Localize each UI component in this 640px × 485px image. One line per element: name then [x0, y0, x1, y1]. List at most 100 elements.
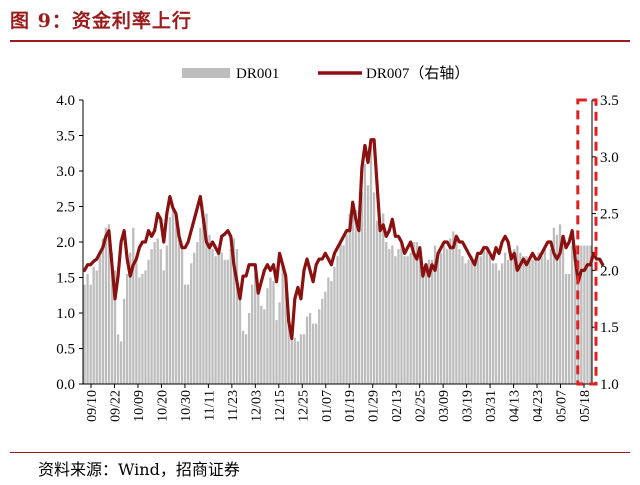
dr001-bar [382, 213, 385, 384]
dr001-bar [577, 249, 580, 384]
dr001-bar [217, 252, 220, 384]
dr001-bar [546, 259, 549, 384]
dr001-bar [452, 231, 455, 384]
x-tick-label: 05/18 [578, 390, 593, 422]
dr001-bar [528, 259, 531, 384]
dr001-bar [186, 284, 190, 384]
dr001-bar [436, 252, 440, 384]
left-tick-label: 0.0 [56, 377, 75, 393]
dr001-bar [379, 231, 382, 384]
dr001-bar [199, 227, 202, 384]
x-tick-label: 03/31 [484, 390, 499, 422]
x-tick-label: 11/11 [202, 390, 217, 421]
dr001-bar [269, 277, 272, 384]
dr001-bar [168, 217, 172, 384]
dr001-bar [180, 249, 184, 384]
dr001-bar [174, 213, 178, 384]
dr001-bar [366, 185, 370, 384]
dr001-bar [391, 245, 394, 384]
legend-label-dr001: DR001 [236, 66, 279, 82]
x-tick-label: 12/25 [296, 390, 311, 422]
dr001-bar [290, 334, 293, 384]
dr001-bar [229, 249, 232, 384]
dr001-bar [92, 266, 95, 384]
dr001-bar [247, 313, 251, 384]
left-tick-label: 0.5 [56, 342, 75, 358]
dr001-bar [342, 245, 345, 384]
dr001-bar [571, 245, 574, 384]
dr001-bar [418, 249, 421, 384]
dr001-bar [126, 273, 129, 384]
dr001-bar [324, 291, 327, 384]
dr001-bar [534, 256, 537, 384]
dr001-bars [83, 146, 592, 384]
x-tick-label: 03/09 [437, 390, 452, 422]
dr001-bar [135, 256, 138, 384]
dr001-bar [177, 227, 181, 384]
dr001-bar [333, 266, 336, 384]
dr001-bar [439, 252, 443, 384]
right-tick-label: 1.5 [600, 320, 619, 336]
dr001-bar [345, 234, 348, 384]
dr007-line [82, 138, 605, 341]
dr001-bar [183, 284, 187, 384]
dr001-bar [113, 270, 117, 384]
dr001-bar [122, 298, 126, 384]
dr001-bar [516, 245, 519, 384]
dr001-bar [537, 252, 540, 384]
dr001-bar [549, 249, 553, 384]
dr001-bar [531, 259, 534, 384]
axes: 0.0 0.5 1.0 1.5 2.0 2.5 3.0 3.5 4.0 1.0 1.5 2.0 2.5 3… [56, 93, 619, 422]
x-tick-label: 05/07 [555, 390, 570, 422]
dr001-bar [339, 242, 342, 384]
dr001-bar [446, 249, 449, 384]
dr001-bar [260, 305, 263, 384]
dr001-bar [403, 256, 406, 384]
left-tick-label: 3.0 [56, 164, 75, 180]
dr001-bar [476, 252, 479, 384]
dr001-bar [482, 245, 485, 384]
dr001-bar [235, 249, 239, 384]
dr001-bar [116, 334, 120, 384]
dr001-bar [132, 227, 135, 384]
dr001-bar [202, 217, 205, 384]
dr001-bar [244, 334, 248, 384]
dr001-bar [104, 227, 108, 384]
dr001-bar [458, 249, 461, 384]
dr001-bar [95, 270, 98, 384]
dr001-bar [153, 242, 156, 384]
dr001-bar [110, 252, 114, 384]
dr001-bar [318, 309, 321, 384]
dr001-bar [500, 263, 504, 384]
dr001-bar [394, 256, 397, 384]
dr001-bar [491, 263, 495, 384]
dr001-bar [238, 291, 242, 384]
dr001-bar [162, 270, 165, 384]
dr001-bar [190, 263, 193, 384]
dr001-bar [257, 291, 260, 384]
dr001-bar [424, 263, 428, 384]
chart: DR001 DR007（右轴） 0.0 0.5 1.0 1.5 2.0 2.5 3.0 3.5… [56, 65, 619, 422]
dr001-bar [567, 273, 571, 384]
dr001-bar [589, 245, 592, 384]
dr001-bar [503, 252, 507, 384]
dr001-bar [196, 242, 199, 384]
dr001-bar [226, 259, 229, 384]
x-tick-label: 12/15 [273, 390, 288, 422]
dr001-bar [251, 284, 254, 384]
dr001-bar [555, 234, 559, 384]
dr001-bar [348, 213, 351, 384]
dr001-bar [315, 323, 318, 384]
x-tick-label: 10/09 [132, 390, 147, 422]
dr001-bar [543, 249, 546, 384]
dr001-bar [415, 242, 418, 384]
dr001-bar [443, 245, 446, 384]
dr001-bar [360, 192, 364, 384]
x-tick-label: 02/25 [414, 390, 429, 422]
x-tick-label: 10/30 [179, 390, 194, 422]
dr001-bar [561, 245, 565, 384]
right-tick-label: 2.5 [600, 207, 619, 223]
dr001-bar [159, 249, 162, 384]
dr001-bar [470, 256, 473, 384]
dr001-bar [397, 249, 400, 384]
